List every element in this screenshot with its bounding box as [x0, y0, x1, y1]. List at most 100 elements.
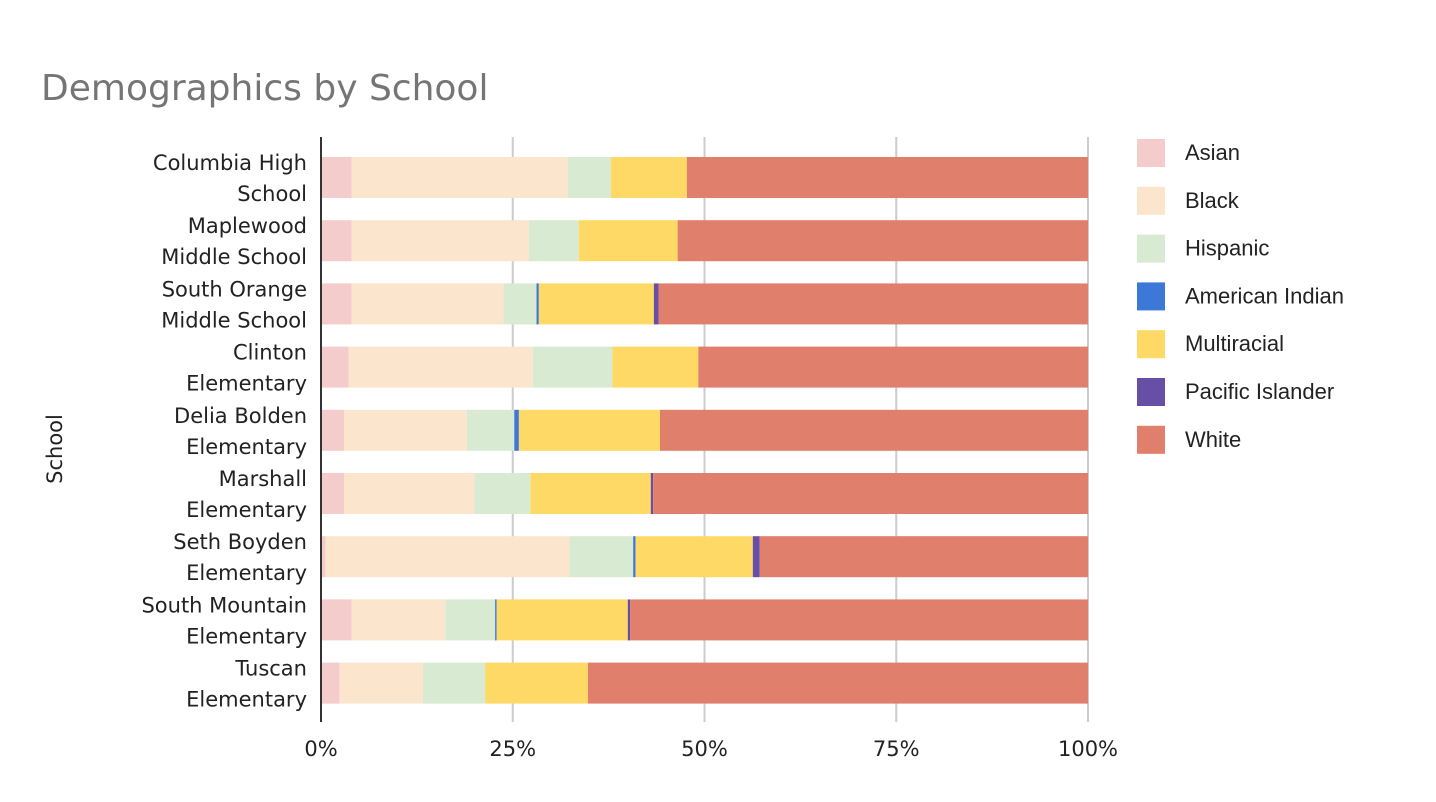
bar-segment-white [587, 662, 1088, 704]
bar-segment-hispanic [567, 157, 611, 198]
bar-segment-black [325, 536, 570, 578]
legend-swatch [1137, 139, 1165, 167]
x-tick-label: 75% [873, 737, 920, 761]
legend-item: Pacific Islander [1137, 378, 1334, 406]
bar-segment-american-indian [514, 409, 519, 451]
bar-segment-hispanic [528, 220, 579, 262]
bar-segment-asian [321, 346, 349, 388]
bar-segment-multiracial [538, 283, 654, 325]
legend-item: Black [1137, 186, 1240, 215]
legend-swatch [1137, 378, 1165, 406]
bar-segment-black [344, 473, 475, 514]
category-label-line: Elementary [186, 435, 307, 459]
category-label-line: Marshall [219, 467, 307, 491]
bar-segment-american-indian [536, 283, 539, 325]
category-label-line: Columbia High [153, 151, 307, 175]
category-label: Tuscan Elementary [186, 657, 307, 712]
category-label-line: Tuscan [234, 657, 307, 681]
category-label-line: Middle School [161, 308, 307, 332]
bar-segment-black [351, 283, 504, 325]
bar-segment-black [344, 409, 467, 451]
legend-label: Multiracial [1185, 331, 1284, 356]
category-label: South Orange Middle School [161, 277, 307, 332]
legend-swatch [1137, 282, 1165, 311]
bar-segment-hispanic [503, 283, 537, 325]
bar-segment-asian [321, 157, 352, 198]
bar-segment-pacific-islander [752, 536, 760, 578]
category-label-line: Seth Boyden [173, 530, 307, 554]
category-label-line: Clinton [233, 341, 307, 365]
legend-item: American Indian [1137, 282, 1344, 311]
bar-segment-asian [321, 220, 352, 262]
bar-segment-multiracial [496, 599, 628, 641]
legend-item: White [1137, 425, 1241, 454]
category-label-line: Middle School [161, 245, 307, 269]
category-label-line: School [237, 182, 307, 206]
y-axis-title: School [43, 414, 67, 484]
category-label: Seth Boyden Elementary [173, 530, 307, 585]
bar-segment-black [351, 220, 529, 262]
bar-segment-multiracial [610, 157, 687, 198]
legend-swatch [1137, 425, 1165, 454]
category-label: Clinton Elementary [186, 341, 307, 396]
bar-segment-american-indian [495, 599, 497, 641]
bar-segment-white [658, 283, 1088, 325]
bar-segment-hispanic [569, 536, 634, 578]
category-label: Maplewood Middle School [161, 214, 307, 269]
bar-segment-white [759, 536, 1088, 578]
bar-segment-asian [321, 473, 345, 514]
category-label-line: Elementary [186, 561, 307, 585]
bar-segment-white [686, 157, 1088, 198]
x-tick-label: 100% [1058, 737, 1118, 761]
bar-segment-multiracial [530, 473, 651, 514]
legend-label: Hispanic [1185, 236, 1269, 261]
bar-segment-multiracial [578, 220, 678, 262]
category-labels: Columbia High School Maplewood Middle Schoo… [141, 151, 307, 712]
bar-segment-multiracial [485, 662, 588, 704]
legend-swatch [1137, 330, 1165, 359]
category-label-line: Elementary [186, 624, 307, 648]
category-label-line: Elementary [186, 498, 307, 522]
legend-swatch [1137, 186, 1165, 215]
legend-swatch [1137, 234, 1165, 263]
bar-segment-asian [321, 536, 326, 578]
x-tick-labels: 0% 25% 50% 75% 100% [304, 737, 1118, 761]
bar-segment-multiracial [518, 409, 661, 451]
bar-segment-multiracial [612, 346, 699, 388]
legend-label: Asian [1185, 140, 1240, 165]
legend-item: Asian [1137, 139, 1240, 167]
bars [321, 157, 1088, 704]
x-tick-label: 25% [489, 737, 536, 761]
bar-segment-hispanic [445, 599, 496, 641]
bar-segment-pacific-islander [627, 599, 631, 641]
bar-segment-hispanic [532, 346, 613, 388]
bar-segment-asian [321, 409, 345, 451]
legend-label: Black [1185, 188, 1240, 213]
bar-segment-black [339, 662, 424, 704]
category-label-line: Delia Bolden [174, 404, 307, 428]
bar-segment-asian [321, 662, 340, 704]
bar-segment-black [348, 346, 533, 388]
x-tick-label: 0% [304, 737, 337, 761]
legend-label: American Indian [1185, 283, 1344, 308]
bar-segment-white [653, 473, 1088, 514]
bar-segment-asian [321, 283, 352, 325]
bar-segment-american-indian [633, 536, 636, 578]
category-label-line: Elementary [186, 688, 307, 712]
category-label-line: Maplewood [188, 214, 307, 238]
category-label-line: South Orange [162, 277, 307, 301]
bar-segment-hispanic [466, 409, 515, 451]
bar-segment-multiracial [635, 536, 753, 578]
category-label: Columbia High School [153, 151, 307, 206]
bar-segment-white [677, 220, 1088, 262]
bar-segment-pacific-islander [650, 473, 654, 514]
bar-segment-black [351, 157, 568, 198]
bar-segment-white [660, 409, 1088, 451]
bar-segment-white [630, 599, 1088, 641]
bar-segment-pacific-islander [653, 283, 659, 325]
bar-segment-white [698, 346, 1088, 388]
bar-segment-asian [321, 599, 352, 641]
bar-segment-black [351, 599, 446, 641]
legend: Asian Black Hispanic American Indian Multira… [1137, 139, 1344, 454]
